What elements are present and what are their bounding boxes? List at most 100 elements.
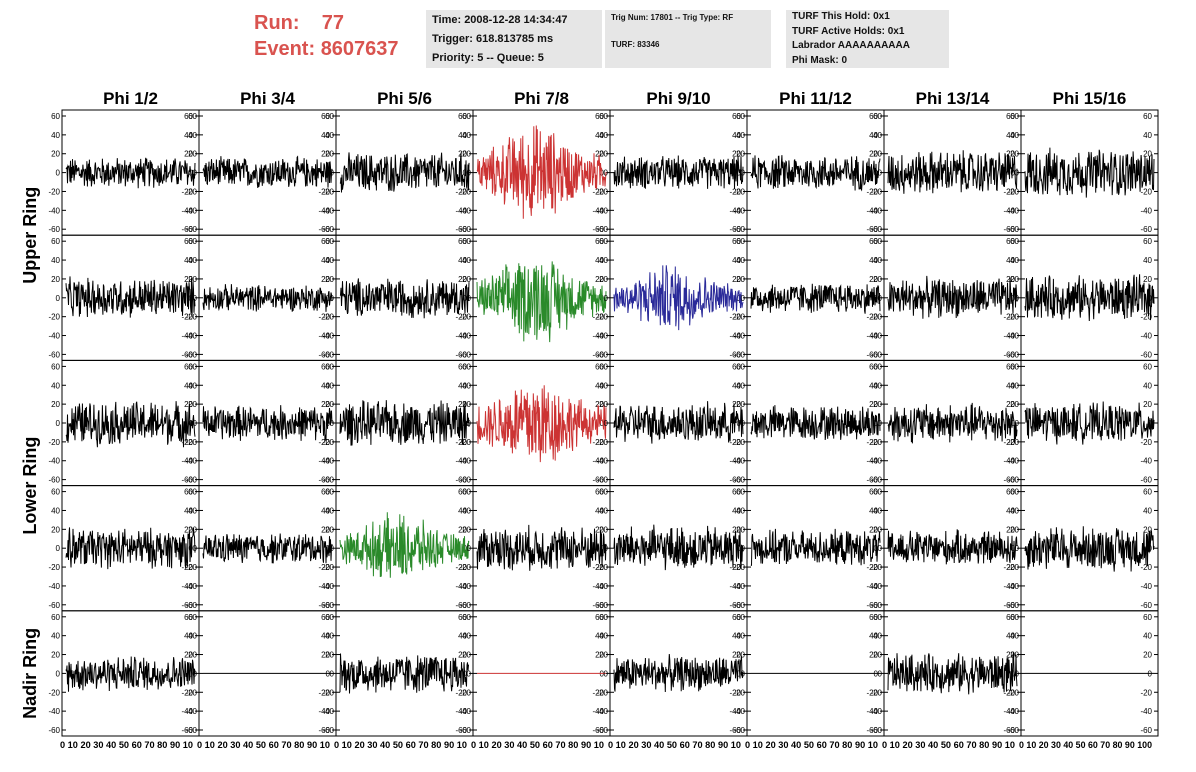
y-tick-label-left: 60 <box>873 613 882 622</box>
y-tick-label-left: -40 <box>459 332 471 341</box>
y-tick-label-left: -40 <box>185 582 197 591</box>
y-tick-label-right: -40 <box>181 707 193 716</box>
y-tick-label-left: -60 <box>870 726 882 735</box>
y-tick-label-right: -40 <box>729 457 741 466</box>
y-tick-label-right: 60 <box>184 362 193 371</box>
y-tick-label-left: -40 <box>322 206 334 215</box>
y-tick-label-right: 20 <box>595 400 604 409</box>
y-tick-label-left: -40 <box>322 707 334 716</box>
y-tick-label-left: -60 <box>1007 601 1019 610</box>
y-tick-label-left: 20 <box>462 275 471 284</box>
y-tick-label-left: 60 <box>1010 488 1019 497</box>
y-tick-label-right: -20 <box>866 187 878 196</box>
y-tick-label-left: -20 <box>870 688 882 697</box>
y-tick-label-right: 40 <box>1143 506 1152 515</box>
y-tick-label-left: 60 <box>51 488 60 497</box>
y-tick-label-left: 0 <box>193 669 198 678</box>
x-axis-label-8: 0 10 20 30 40 50 60 70 80 90 100 <box>1019 740 1152 751</box>
y-tick-label-left: -20 <box>48 688 60 697</box>
y-tick-label-left: 60 <box>1010 362 1019 371</box>
y-tick-label-right: -60 <box>729 601 741 610</box>
y-tick-label-left: 40 <box>51 632 60 641</box>
y-tick-label-right: 0 <box>874 419 879 428</box>
y-tick-label-right: 20 <box>184 400 193 409</box>
y-tick-label-right: -40 <box>181 582 193 591</box>
y-tick-label-left: 0 <box>604 419 609 428</box>
y-tick-label-right: 40 <box>1006 381 1015 390</box>
y-tick-label-right: 60 <box>869 112 878 121</box>
y-tick-label-left: -40 <box>870 206 882 215</box>
column-header-5: Phi 9/10 <box>646 89 710 108</box>
y-tick-label-right: 60 <box>1143 237 1152 246</box>
y-tick-label-left: 0 <box>604 169 609 178</box>
y-tick-label-right: -20 <box>318 187 330 196</box>
y-tick-label-right: 20 <box>1006 525 1015 534</box>
turf-info-box: TURF This Hold: 0x1 TURF Active Holds: 0… <box>786 10 949 68</box>
waveform-trace-r1c1 <box>65 157 196 189</box>
y-tick-label-left: 20 <box>599 651 608 660</box>
y-tick-label-left: 0 <box>604 669 609 678</box>
y-tick-label-right: 20 <box>321 275 330 284</box>
y-tick-label-left: -20 <box>459 313 471 322</box>
y-tick-label-left: -60 <box>322 726 334 735</box>
y-tick-label-right: 20 <box>458 150 467 159</box>
y-tick-label-right: 40 <box>595 381 604 390</box>
y-tick-label-right: -60 <box>181 726 193 735</box>
waveform-trace-r1c2 <box>202 155 333 189</box>
y-tick-label-right: 40 <box>732 256 741 265</box>
y-tick-label-right: 40 <box>1143 131 1152 140</box>
y-tick-label-left: 60 <box>188 112 197 121</box>
y-tick-label-left: 60 <box>599 488 608 497</box>
run-label: Run: <box>254 12 300 34</box>
waveform-trace-r3c7 <box>887 402 1018 444</box>
y-tick-label-left: 20 <box>188 275 197 284</box>
y-tick-label-left: -20 <box>870 187 882 196</box>
y-tick-label-right: -60 <box>318 350 330 359</box>
turf-active-line: TURF Active Holds: 0x1 <box>792 25 905 37</box>
y-tick-label-left: -20 <box>185 688 197 697</box>
y-tick-label-left: 20 <box>325 275 334 284</box>
y-tick-label-right: -20 <box>455 187 467 196</box>
y-tick-label-left: 60 <box>325 237 334 246</box>
y-tick-label-left: -60 <box>1007 350 1019 359</box>
y-tick-label-left: 60 <box>462 362 471 371</box>
y-tick-label-right: -20 <box>455 438 467 447</box>
y-tick-label-left: -40 <box>733 332 745 341</box>
y-tick-label-right: -60 <box>1003 476 1015 485</box>
y-tick-label-right: 60 <box>869 237 878 246</box>
column-header-6: Phi 11/12 <box>779 89 852 108</box>
y-tick-label-right: -40 <box>729 206 741 215</box>
y-tick-label-right: -20 <box>318 438 330 447</box>
y-tick-label-right: -20 <box>1140 688 1152 697</box>
waveform-trace-r3c6 <box>750 405 881 441</box>
y-tick-label-right: 60 <box>595 237 604 246</box>
y-tick-label-left: 0 <box>193 419 198 428</box>
y-tick-label-left: 60 <box>325 488 334 497</box>
y-tick-label-right: -40 <box>318 206 330 215</box>
y-tick-label-right: -60 <box>729 225 741 234</box>
y-tick-label-left: 40 <box>51 256 60 265</box>
y-tick-label-left: 60 <box>873 362 882 371</box>
waveform-trace-r1c8 <box>1024 147 1155 198</box>
y-tick-label-left: -40 <box>322 332 334 341</box>
y-tick-label-left: 40 <box>599 381 608 390</box>
y-tick-label-left: -20 <box>185 187 197 196</box>
y-tick-label-left: -20 <box>1007 313 1019 322</box>
y-tick-label-right: -40 <box>729 582 741 591</box>
y-tick-label-left: 40 <box>325 506 334 515</box>
y-tick-label-left: 40 <box>51 131 60 140</box>
y-tick-label-right: -60 <box>592 726 604 735</box>
y-tick-label-left: 60 <box>188 362 197 371</box>
y-tick-label-right: 60 <box>184 237 193 246</box>
y-tick-label-left: -20 <box>596 313 608 322</box>
y-tick-label-left: 40 <box>188 131 197 140</box>
y-tick-label-left: 40 <box>736 632 745 641</box>
y-tick-label-left: 0 <box>56 294 61 303</box>
y-tick-label-right: 60 <box>1006 613 1015 622</box>
x-axis-label-3: 0 10 20 30 40 50 60 70 80 90 10 <box>334 740 467 751</box>
y-tick-label-left: -20 <box>733 313 745 322</box>
y-tick-label-right: 60 <box>869 613 878 622</box>
y-tick-label-left: -60 <box>733 476 745 485</box>
y-tick-label-left: 20 <box>1010 150 1019 159</box>
y-tick-label-left: 40 <box>1010 131 1019 140</box>
